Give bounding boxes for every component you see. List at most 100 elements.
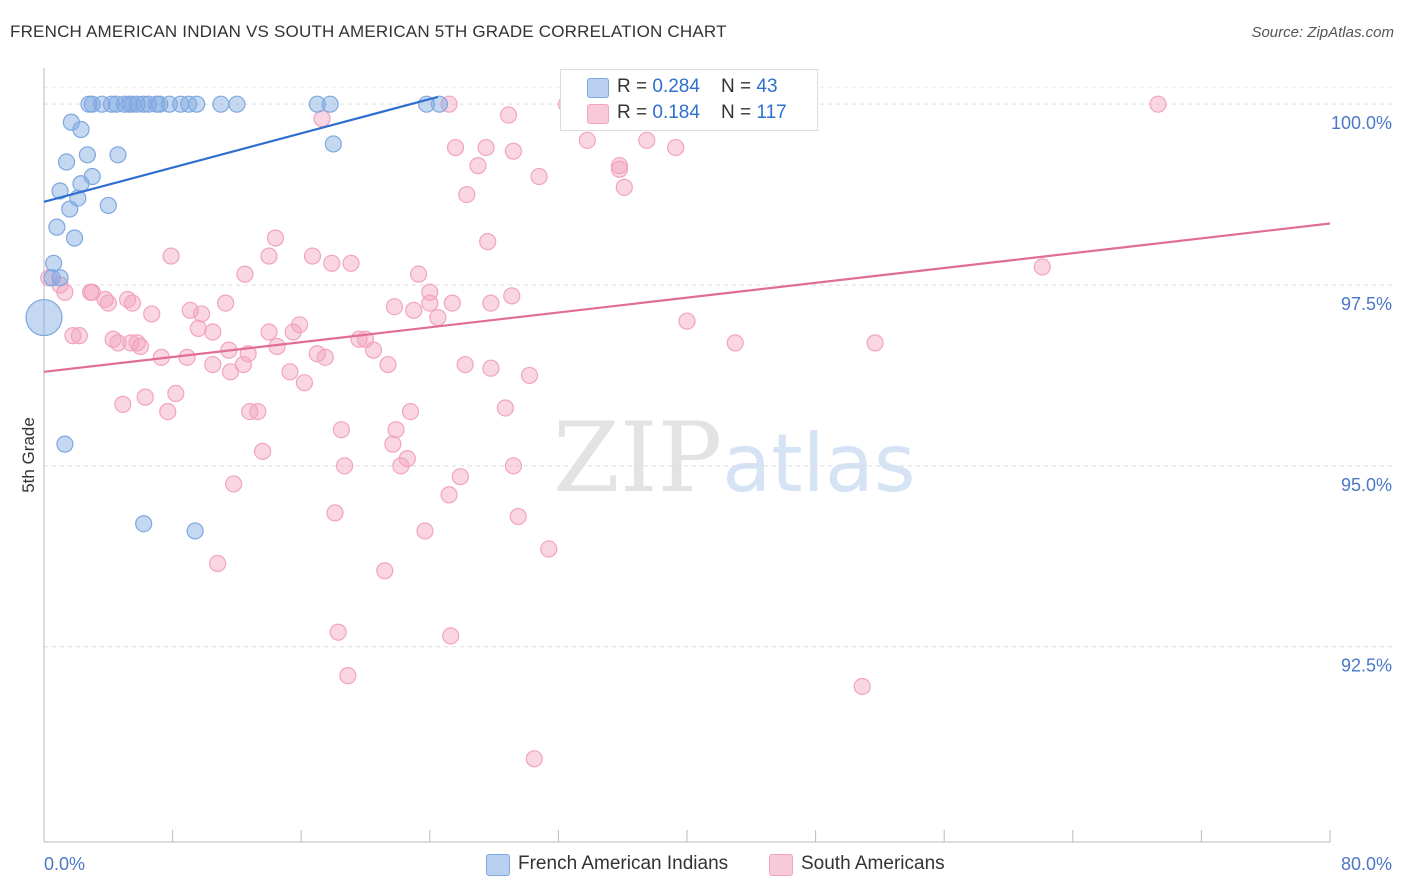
south-americans-point <box>364 341 383 359</box>
axis-labels: 92.5% 95.0% 97.5% 100.0% 0.0% 80.0% 5th Grade <box>19 113 1392 874</box>
south-americans-point <box>221 363 240 381</box>
south-americans-point <box>866 334 884 352</box>
south-americans-point <box>332 421 350 439</box>
french-american-indians-point <box>51 182 69 200</box>
south-americans-point <box>443 294 461 312</box>
south-americans-point <box>520 366 539 385</box>
french-american-indians-point <box>51 269 69 287</box>
south-americans-point <box>178 348 196 366</box>
french-american-indians-point <box>324 135 342 153</box>
south-americans-point <box>162 247 180 265</box>
french-american-indians-point <box>109 146 127 164</box>
french-american-indians-point <box>57 153 76 171</box>
legend-text-pink: R = 0.184 N = 117 <box>617 102 787 123</box>
south-americans-points <box>40 95 1167 768</box>
south-americans-point <box>482 294 500 312</box>
south-americans-point <box>479 233 497 251</box>
legend-swatch-blue <box>587 78 609 98</box>
south-americans-point <box>504 457 522 475</box>
south-americans-point <box>290 316 309 334</box>
trend-lines <box>43 95 1331 373</box>
south-americans-point <box>578 131 596 149</box>
watermark: ZIPatlas <box>553 402 916 514</box>
y-tick-label: 92.5% <box>1341 656 1392 676</box>
french-american-indians-trend-line <box>43 95 439 203</box>
french-american-indians-point <box>212 95 230 113</box>
south-americans-point <box>181 301 199 319</box>
south-americans-point <box>638 131 656 149</box>
south-americans-point <box>204 323 222 341</box>
south-americans-trend-line <box>43 222 1331 373</box>
south-americans-point <box>266 229 285 247</box>
french-american-indians-point <box>56 435 74 453</box>
south-americans-point <box>131 337 150 356</box>
south-americans-point <box>56 283 74 301</box>
x-tick-label-max: 80.0% <box>1341 854 1392 874</box>
south-americans-point <box>336 457 354 475</box>
south-americans-point <box>530 167 548 186</box>
south-americans-point <box>284 323 302 341</box>
south-americans-point <box>313 110 331 128</box>
south-americans-point <box>136 388 154 406</box>
x-tick-label-min: 0.0% <box>44 854 85 874</box>
french-american-indians-point <box>99 196 117 215</box>
south-americans-point <box>401 402 420 421</box>
french-american-indians-point <box>65 229 84 247</box>
south-americans-point <box>217 294 235 312</box>
french-american-indians-point <box>228 95 246 113</box>
french-american-indians-point <box>135 515 153 533</box>
south-americans-point <box>109 334 127 352</box>
south-americans-point <box>853 677 871 696</box>
french-american-indians-point <box>48 218 66 236</box>
south-americans-point <box>610 160 629 178</box>
south-americans-point <box>451 468 469 486</box>
south-americans-point <box>416 522 434 540</box>
source-credit: Source: ZipAtlas.com <box>1251 24 1394 41</box>
french-american-indians-point <box>45 254 63 272</box>
south-americans-point <box>503 287 521 305</box>
south-americans-point <box>458 185 476 204</box>
french-american-indians-point <box>78 146 97 164</box>
south-americans-point <box>308 345 326 363</box>
south-americans-point <box>114 395 132 413</box>
south-americans-point <box>342 254 360 272</box>
y-tick-label: 95.0% <box>1341 475 1392 495</box>
south-americans-point <box>316 348 334 366</box>
south-americans-point <box>234 355 252 374</box>
south-americans-point <box>159 402 177 421</box>
french-american-indians-point <box>25 298 63 337</box>
south-americans-point <box>405 301 423 319</box>
south-americans-point <box>392 457 410 475</box>
south-americans-point <box>409 265 428 283</box>
legend-swatch-pink <box>587 104 609 124</box>
french-american-indians-point <box>430 95 449 113</box>
watermark-atlas: atlas <box>722 417 916 510</box>
south-americans-point <box>421 294 439 312</box>
south-americans-point <box>446 138 465 157</box>
south-americans-point <box>442 627 460 645</box>
south-americans-point <box>281 363 299 381</box>
french-american-indians-point <box>93 95 111 113</box>
south-americans-point <box>99 294 117 312</box>
bottom-legend-swatch-blue <box>486 854 510 876</box>
south-americans-point <box>615 178 633 196</box>
south-americans-point <box>482 359 500 377</box>
south-americans-point <box>1033 258 1051 276</box>
south-americans-point <box>339 667 357 685</box>
south-americans-point <box>477 138 495 157</box>
french-american-indians-point <box>83 95 101 113</box>
south-americans-point <box>504 142 522 160</box>
french-american-indians-point <box>72 175 90 193</box>
stats-legend: R = 0.284 N = 43 R = 0.184 N = 117 <box>560 69 818 131</box>
south-americans-point <box>525 750 543 768</box>
bottom-legend-label-blue: French American Indians <box>518 853 729 874</box>
french-american-indians-point <box>61 200 79 218</box>
south-americans-point <box>254 442 272 460</box>
south-americans-point <box>469 157 487 175</box>
south-americans-point <box>143 305 161 323</box>
south-americans-point <box>249 402 267 421</box>
south-americans-point <box>1149 95 1167 113</box>
south-americans-point <box>387 421 405 439</box>
south-americans-point <box>440 95 458 113</box>
south-americans-point <box>236 265 254 283</box>
